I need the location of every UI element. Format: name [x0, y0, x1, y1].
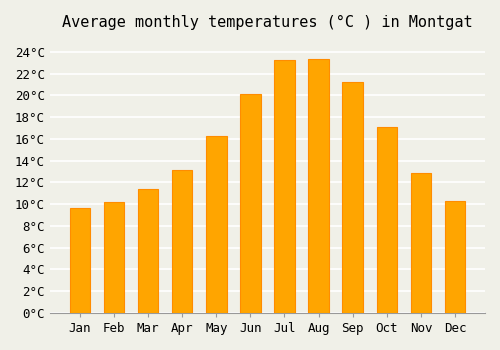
Bar	[410, 173, 431, 313]
Bar	[138, 189, 158, 313]
Bar	[342, 82, 363, 313]
Bar	[445, 201, 465, 313]
Bar	[104, 202, 124, 313]
Bar	[172, 170, 193, 313]
Bar	[308, 60, 329, 313]
Bar	[206, 135, 227, 313]
Bar	[240, 94, 260, 313]
Bar	[70, 209, 90, 313]
Bar	[274, 61, 294, 313]
Bar	[376, 127, 397, 313]
Title: Average monthly temperatures (°C ) in Montgat: Average monthly temperatures (°C ) in Mo…	[62, 15, 472, 30]
